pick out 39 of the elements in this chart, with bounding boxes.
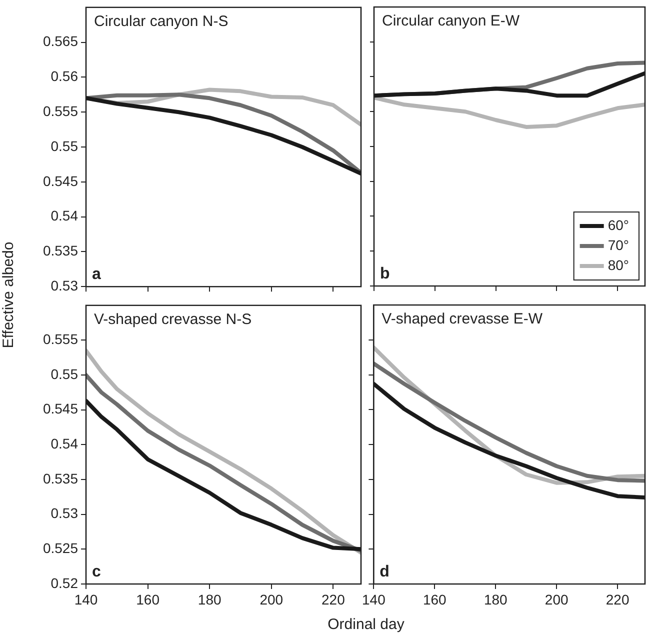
y-tick-label: 0.555 (42, 330, 78, 347)
x-axis-title: Ordinal day (328, 616, 404, 633)
legend-label: 80° (608, 256, 629, 273)
chart-title: Circular canyon E-W (382, 12, 520, 30)
annotation: c (92, 563, 101, 580)
chart-title: V-shaped crevasse E-W (382, 310, 544, 328)
legend-label: 60° (608, 216, 629, 233)
y-tick-label: 0.55 (50, 366, 78, 382)
y-tick-label: 0.55 (50, 137, 78, 154)
chart-title: V-shaped crevasse N-S (94, 310, 252, 328)
x-tick-label: 180 (198, 590, 222, 607)
y-tick-label: 0.545 (42, 400, 78, 416)
y-tick-label: 0.525 (42, 540, 78, 556)
x-tick-label: 160 (136, 590, 160, 607)
y-tick-label: 0.53 (50, 504, 78, 521)
y-tick-label: 0.535 (42, 242, 78, 258)
annotation: a (92, 266, 101, 283)
x-tick-label: 140 (362, 591, 386, 608)
y-axis-title: Effective albedo (0, 242, 17, 348)
y-tick-label: 0.53 (50, 277, 78, 294)
chart-title: Circular canyon N-S (94, 12, 228, 30)
x-tick-label: 200 (545, 591, 569, 608)
x-tick-label: 160 (423, 591, 447, 608)
x-tick-label: 200 (260, 590, 284, 607)
legend-label: 70° (608, 236, 629, 253)
y-tick-label: 0.54 (50, 207, 78, 224)
y-tick-label: 0.52 (50, 574, 78, 590)
x-tick-label: 220 (606, 591, 630, 608)
x-tick-label: 140 (74, 590, 98, 607)
x-tick-label: 220 (322, 590, 346, 607)
y-tick-label: 0.545 (42, 172, 78, 188)
y-tick-label: 0.56 (50, 68, 78, 84)
x-tick-label: 180 (484, 591, 508, 608)
y-tick-label: 0.54 (50, 435, 78, 452)
annotation: b (380, 265, 390, 282)
y-tick-label: 0.535 (42, 470, 78, 486)
y-tick-label: 0.555 (42, 102, 78, 119)
annotation: d (380, 563, 390, 580)
y-tick-label: 0.565 (42, 32, 78, 49)
